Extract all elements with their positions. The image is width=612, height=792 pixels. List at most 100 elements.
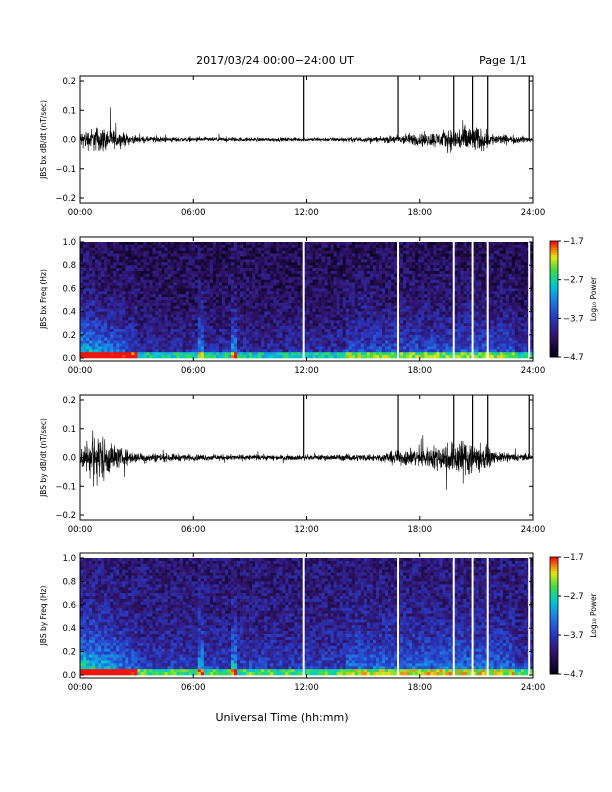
heat-cell: [391, 340, 395, 344]
heat-cell: [170, 276, 174, 280]
heat-cell: [369, 352, 374, 356]
heat-cell: [291, 271, 295, 275]
heat-cell: [378, 314, 383, 318]
heat-cell: [291, 253, 295, 257]
heat-cell: [333, 349, 337, 353]
heat-cell: [345, 300, 350, 304]
heat-cell: [116, 346, 120, 350]
heat-cell: [176, 273, 180, 278]
heat-cell: [221, 276, 226, 280]
heat-cell: [336, 247, 341, 251]
heat-cell: [134, 288, 138, 292]
heat-cell: [237, 244, 241, 249]
heat-cell: [240, 305, 244, 309]
heat-cell: [158, 308, 162, 312]
heat-cell: [143, 326, 147, 330]
heat-cell: [273, 317, 277, 321]
heat-cell: [270, 291, 274, 295]
heat-cell: [143, 291, 147, 295]
heat-cell: [276, 305, 280, 309]
heat-cell: [221, 308, 226, 312]
heat-cell: [400, 300, 404, 304]
heat-cell: [249, 250, 253, 254]
heat-cell: [146, 346, 150, 350]
heat-cell: [330, 311, 334, 315]
heat-cell: [321, 285, 325, 289]
heat-cell: [312, 314, 316, 318]
heat-cell: [300, 273, 304, 278]
heat-cell: [436, 337, 440, 341]
heat-cell: [409, 314, 413, 318]
heat-cell: [131, 259, 135, 263]
heat-cell: [128, 282, 132, 286]
heat-cell: [158, 329, 162, 333]
heat-cell: [294, 326, 298, 330]
heat-cell: [185, 305, 190, 309]
heat-cell: [418, 346, 422, 350]
heat-cell: [330, 308, 334, 312]
heat-cell: [297, 305, 301, 309]
heat-cell: [382, 273, 386, 278]
heat-cell: [249, 314, 253, 318]
heat-cell: [321, 294, 325, 298]
heat-cell: [360, 259, 365, 263]
heat-cell: [197, 279, 202, 283]
heat-cell: [415, 346, 419, 350]
heat-cell: [80, 288, 84, 292]
heat-cell: [185, 323, 190, 327]
heat-cell: [164, 294, 168, 298]
heat-cell: [149, 305, 153, 309]
heat-cell: [164, 273, 168, 278]
heat-cell: [415, 288, 419, 292]
heat-cell: [116, 349, 120, 353]
heat-cell: [427, 259, 431, 263]
heat-cell: [321, 340, 325, 344]
heat-cell: [436, 343, 440, 347]
heat-cell: [167, 320, 171, 324]
heat-cell: [406, 256, 410, 260]
heat-cell: [336, 282, 341, 286]
heat-cell: [360, 320, 365, 324]
heat-cell: [336, 355, 341, 359]
heat-cell: [237, 279, 241, 283]
heat-cell: [309, 244, 313, 249]
heat-cell: [134, 276, 138, 280]
heat-cell: [276, 349, 280, 353]
heat-cell: [200, 317, 205, 321]
heat-cell: [424, 285, 428, 289]
heat-cell: [83, 262, 87, 266]
heat-cell: [372, 308, 377, 312]
heat-cell: [330, 256, 334, 260]
heat-cell: [318, 285, 322, 289]
heat-cell: [101, 349, 105, 353]
heat-cell: [185, 326, 190, 330]
heat-cell: [80, 282, 84, 286]
heat-cell: [149, 244, 153, 249]
heat-cell: [227, 329, 232, 333]
heat-cell: [433, 282, 437, 286]
heat-cell: [164, 349, 168, 353]
heat-cell: [95, 268, 99, 272]
heat-cell: [363, 302, 368, 307]
heat-cell: [212, 343, 217, 347]
heat-cell: [321, 279, 325, 283]
heat-cell: [146, 253, 150, 257]
heat-cell: [182, 265, 186, 269]
heat-cell: [348, 334, 353, 338]
heat-cell: [237, 288, 241, 292]
heat-cell: [231, 343, 235, 347]
heat-cell: [354, 276, 359, 280]
heat-cell: [391, 337, 395, 341]
heat-cell: [188, 317, 193, 321]
heat-cell: [445, 244, 449, 249]
heat-cell: [330, 294, 334, 298]
heat-cell: [149, 334, 153, 338]
heat-cell: [197, 305, 202, 309]
heat-cell: [324, 334, 328, 338]
heat-cell: [427, 352, 431, 356]
heat-cell: [273, 311, 277, 315]
heat-cell: [315, 265, 319, 269]
heat-cell: [176, 331, 180, 336]
heat-cell: [182, 285, 186, 289]
heat-cell: [92, 276, 96, 280]
